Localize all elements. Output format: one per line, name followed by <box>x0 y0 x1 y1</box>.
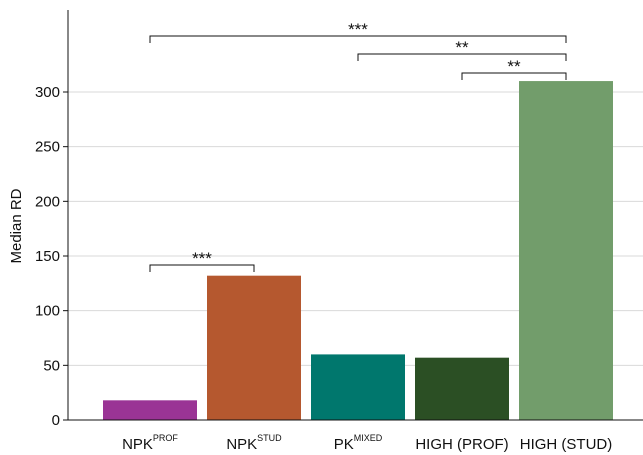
x-category-label: NPKPROF <box>122 433 178 453</box>
y-tick-label: 0 <box>52 412 60 429</box>
y-tick-label: 150 <box>35 248 60 265</box>
bar <box>311 354 405 420</box>
bar <box>103 400 197 420</box>
y-axis-label: Median RD <box>8 188 25 263</box>
bars <box>103 81 613 421</box>
significance-bracket <box>461 72 567 80</box>
x-category-labels: NPKPROF NPKSTUD PKMIXED HIGH (PROF) HIGH (ST… <box>122 433 612 453</box>
significance-label: *** <box>192 249 212 268</box>
significance-brackets: ********** <box>149 20 567 272</box>
bar <box>519 81 613 421</box>
significance-bracket <box>357 53 567 61</box>
x-category-label: PKMIXED <box>334 433 383 453</box>
x-category-label: NPKSTUD <box>226 433 282 453</box>
x-category-label: HIGH (STUD) <box>520 436 613 453</box>
significance-label: ** <box>507 57 521 76</box>
x-category-label: HIGH (PROF) <box>415 436 508 453</box>
y-tick-label: 200 <box>35 193 60 210</box>
y-tick-label: 300 <box>35 84 60 101</box>
significance-label: ** <box>455 38 469 57</box>
y-tick-label: 250 <box>35 139 60 156</box>
axes <box>67 10 643 421</box>
bar <box>415 357 509 420</box>
y-tick-labels: 0 50 100 150 200 250 300 <box>35 84 68 429</box>
significance-label: *** <box>348 20 368 39</box>
y-tick-label: 50 <box>43 357 60 374</box>
bar <box>207 275 301 420</box>
y-tick-label: 100 <box>35 303 60 320</box>
significance-bracket <box>149 264 255 272</box>
significance-bracket <box>149 35 567 43</box>
